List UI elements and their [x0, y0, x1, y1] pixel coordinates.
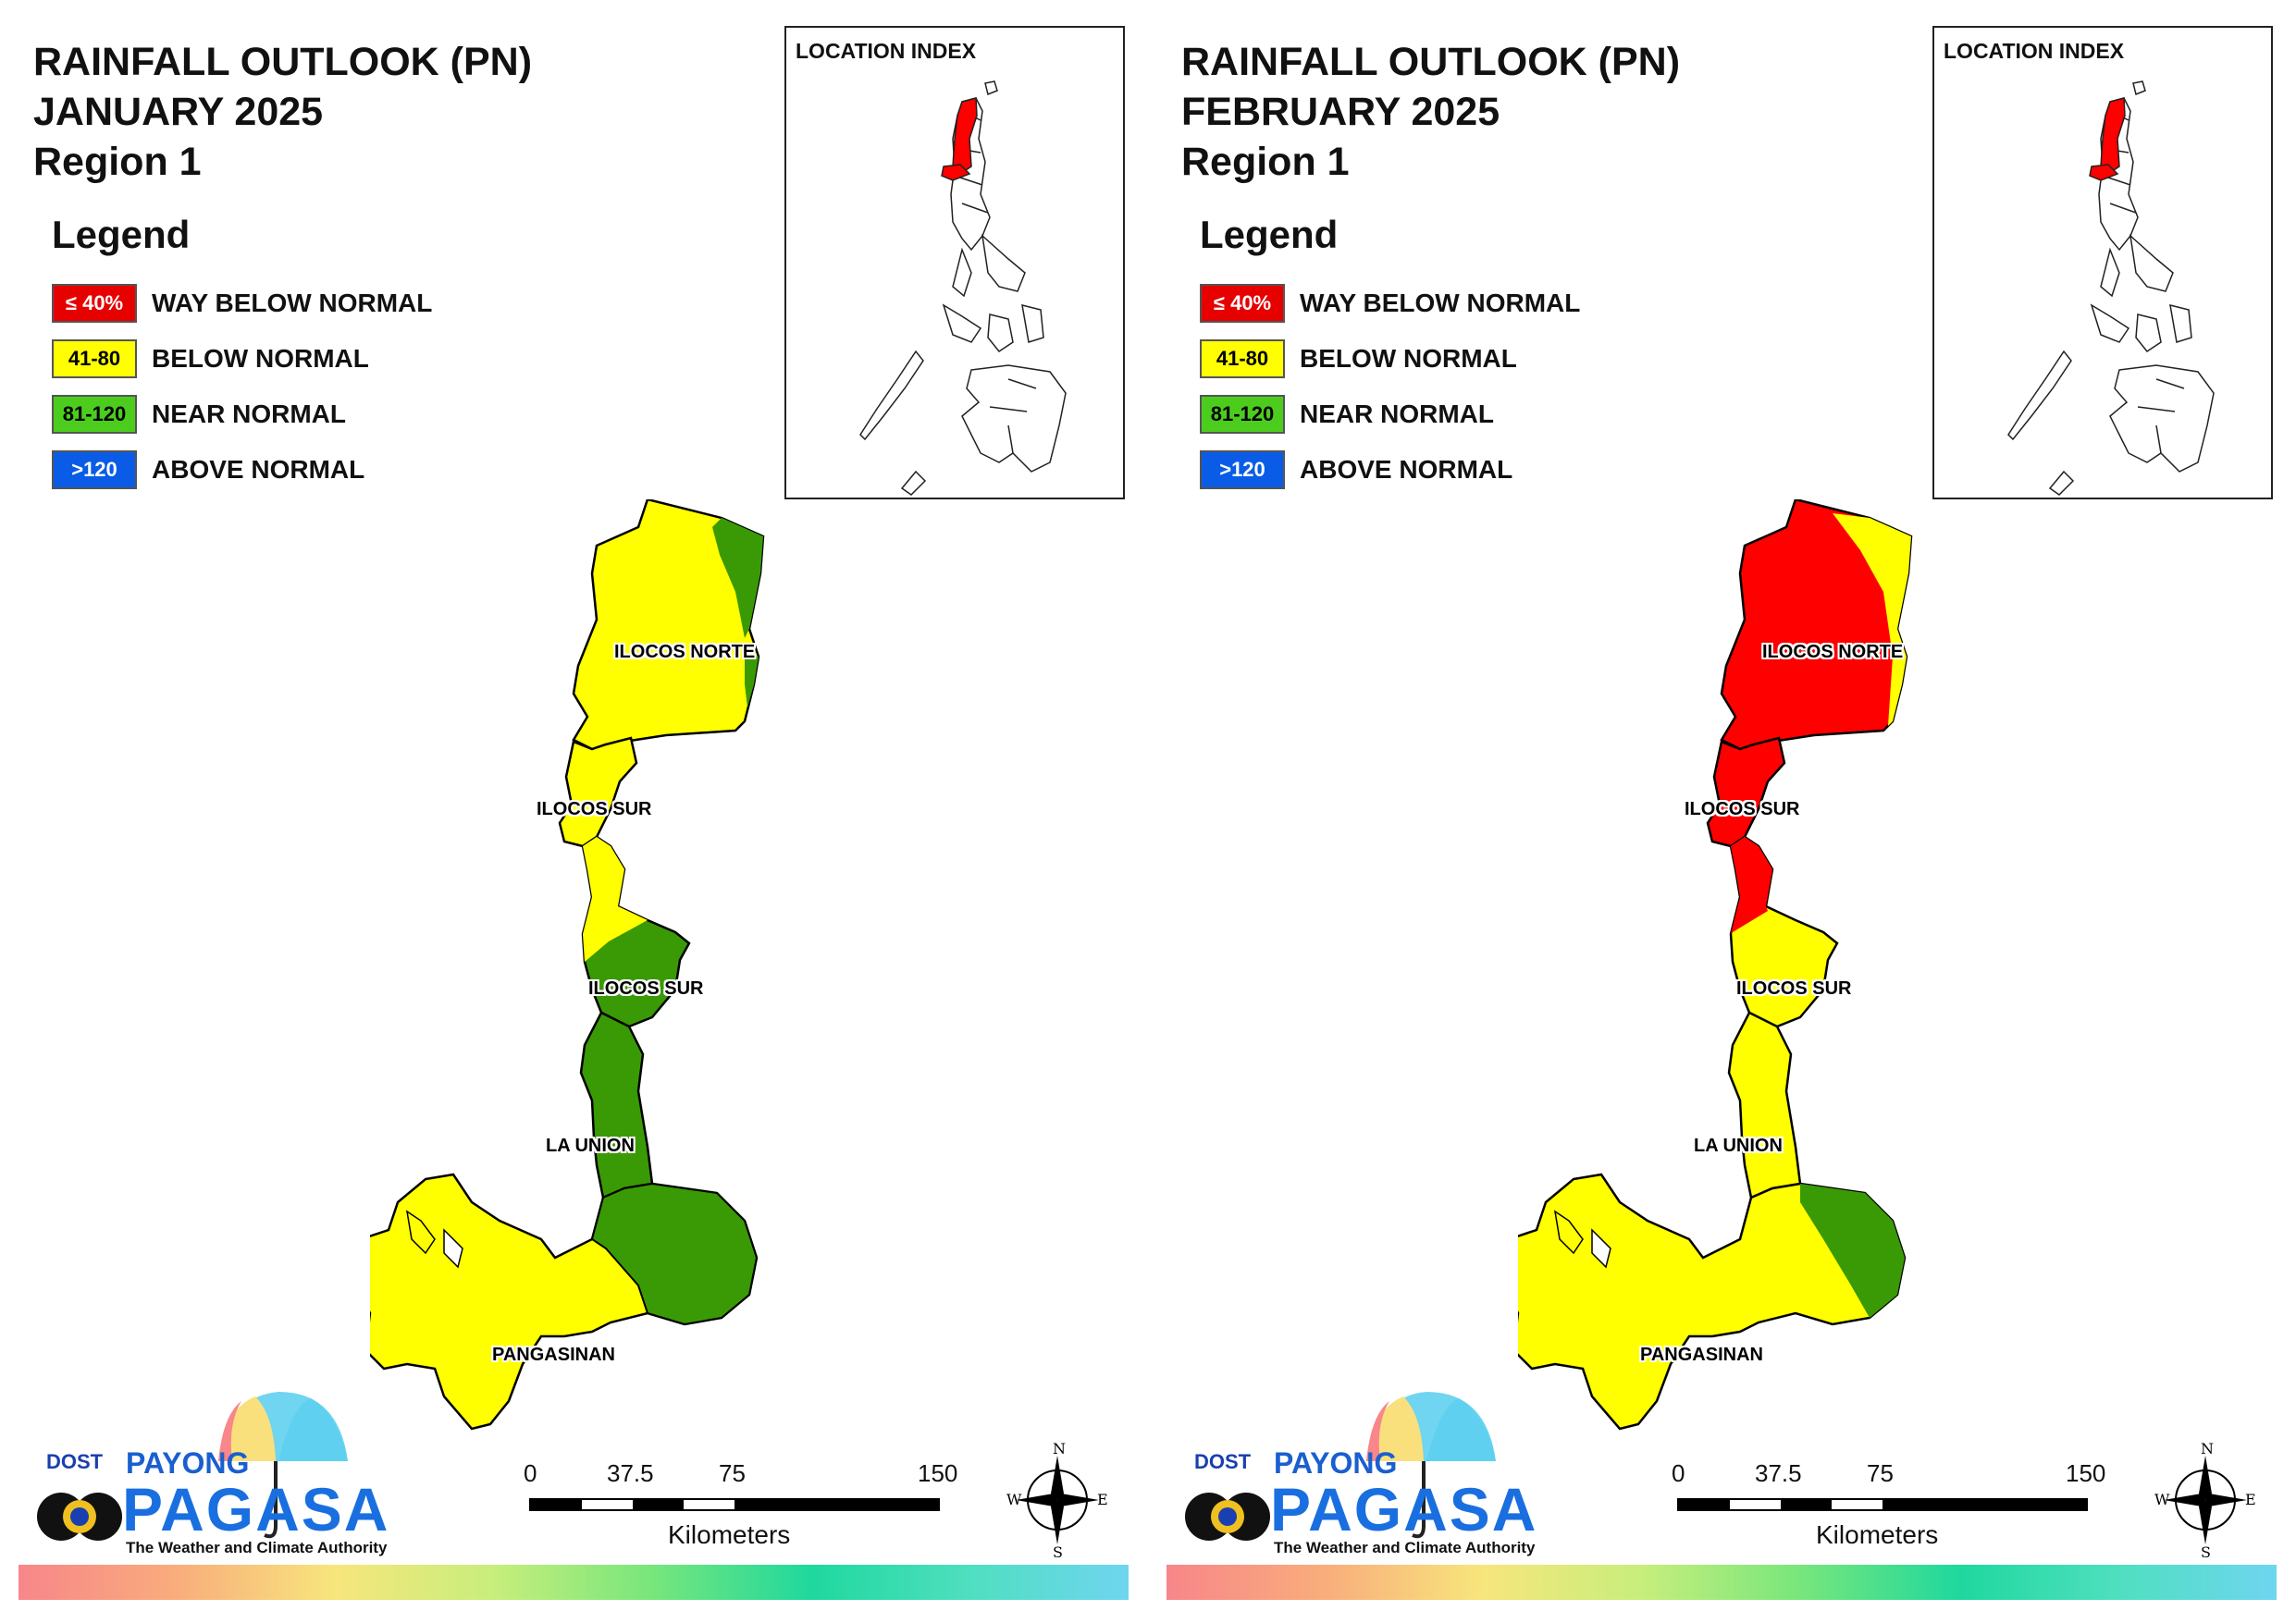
footer-gradient-bar [19, 1565, 1129, 1600]
label-ilocos-sur-south: ILOCOS SUR [1736, 978, 1852, 999]
location-index-box: LOCATION INDEX [1932, 26, 2273, 499]
umbrella-icon [1185, 1392, 1496, 1541]
compass-n: N [1053, 1443, 1066, 1457]
map-title: RAINFALL OUTLOOK (PN) JANUARY 2025 Regio… [33, 37, 532, 187]
footer-gradient-bar [1167, 1565, 2277, 1600]
scale-tick-0: 0 [524, 1459, 537, 1487]
scale-bar: 0 37.5 75 150 Kilometers [1672, 1459, 2106, 1552]
legend-label-below: BELOW NORMAL [1300, 344, 1517, 373]
label-ilocos-sur-north: ILOCOS SUR [1685, 799, 1800, 819]
title-line-1: RAINFALL OUTLOOK (PN) [1181, 40, 1681, 84]
legend-row-near: 81-120 NEAR NORMAL [1200, 387, 1580, 442]
title-line-2: JANUARY 2025 [33, 90, 324, 134]
legend-label-near: NEAR NORMAL [152, 400, 346, 428]
legend-title: Legend [1200, 213, 1339, 256]
logo-payong-text: PAYONG [126, 1446, 250, 1480]
scale-bar: 0 37.5 75 150 Kilometers [524, 1459, 958, 1552]
philippines-index-map [2007, 80, 2215, 496]
legend-swatch-near: 81-120 [52, 395, 137, 434]
philippines-index-map [859, 80, 1067, 496]
region-1-outlook-map [370, 499, 765, 1431]
outlook-panel-february: RAINFALL OUTLOOK (PN) FEBRUARY 2025 Regi… [1148, 0, 2296, 1623]
scale-unit: Kilometers [1816, 1520, 1939, 1549]
title-line-3: Region 1 [33, 140, 202, 184]
payong-pagasa-logo: DOST PAYONG PAGASA The Weather and Clima… [33, 1387, 388, 1563]
scale-tick-1: 37.5 [607, 1459, 654, 1487]
title-line-1: RAINFALL OUTLOOK (PN) [33, 40, 533, 84]
legend-swatch-below: 41-80 [52, 339, 137, 378]
scale-tick-0: 0 [1672, 1459, 1685, 1487]
legend-swatch-below: 41-80 [1200, 339, 1285, 378]
compass-n: N [2201, 1443, 2214, 1457]
label-ilocos-norte: ILOCOS NORTE [614, 642, 756, 662]
legend-row-below: 41-80 BELOW NORMAL [52, 331, 432, 387]
legend-row-above: >120 ABOVE NORMAL [1200, 442, 1580, 498]
label-la-union: LA UNION [546, 1136, 635, 1156]
legend-row-near: 81-120 NEAR NORMAL [52, 387, 432, 442]
legend-label-above: ABOVE NORMAL [1300, 455, 1513, 484]
location-index-title: LOCATION INDEX [796, 39, 977, 63]
region-1-outlook-map [1518, 499, 1913, 1431]
legend: Legend ≤ 40% WAY BELOW NORMAL 41-80 BELO… [1200, 213, 1580, 498]
compass-s: S [2201, 1543, 2211, 1558]
legend-row-way-below: ≤ 40% WAY BELOW NORMAL [1200, 276, 1580, 331]
location-index-title: LOCATION INDEX [1944, 39, 2125, 63]
legend-swatch-above: >120 [52, 450, 137, 489]
legend-row-way-below: ≤ 40% WAY BELOW NORMAL [52, 276, 432, 331]
north-arrow-icon: N S W E [1006, 1443, 1108, 1558]
legend-swatch-way-below: ≤ 40% [1200, 284, 1285, 323]
compass-w: W [1006, 1491, 1022, 1508]
legend-label-below: BELOW NORMAL [152, 344, 369, 373]
outlook-panel-january: RAINFALL OUTLOOK (PN) JANUARY 2025 Regio… [19, 26, 1129, 1600]
legend-title: Legend [52, 213, 191, 256]
scale-tick-3: 150 [2066, 1459, 2106, 1487]
legend-row-above: >120 ABOVE NORMAL [52, 442, 432, 498]
label-ilocos-sur-south: ILOCOS SUR [588, 978, 704, 999]
location-index-box: LOCATION INDEX [784, 26, 1125, 499]
scale-tick-2: 75 [719, 1459, 746, 1487]
legend: Legend ≤ 40% WAY BELOW NORMAL 41-80 BELO… [52, 213, 432, 498]
legend-label-near: NEAR NORMAL [1300, 400, 1494, 428]
logo-pagasa-text: PAGASA [122, 1475, 390, 1543]
scale-unit: Kilometers [668, 1520, 791, 1549]
legend-label-above: ABOVE NORMAL [152, 455, 365, 484]
logo-tagline: The Weather and Climate Authority [1274, 1539, 1536, 1556]
legend-swatch-way-below: ≤ 40% [52, 284, 137, 323]
label-ilocos-sur-north: ILOCOS SUR [537, 799, 652, 819]
legend-row-below: 41-80 BELOW NORMAL [1200, 331, 1580, 387]
logo-payong-text: PAYONG [1274, 1446, 1398, 1480]
compass-e: E [1097, 1491, 1108, 1508]
title-line-2: FEBRUARY 2025 [1181, 90, 1500, 134]
label-pangasinan: PANGASINAN [1640, 1345, 1763, 1365]
compass-e: E [2245, 1491, 2256, 1508]
umbrella-icon [37, 1392, 348, 1541]
scale-tick-2: 75 [1867, 1459, 1894, 1487]
map-title: RAINFALL OUTLOOK (PN) FEBRUARY 2025 Regi… [1181, 37, 1680, 187]
north-arrow-icon: N S W E [2154, 1443, 2256, 1558]
label-la-union: LA UNION [1694, 1136, 1783, 1156]
label-ilocos-norte: ILOCOS NORTE [1762, 642, 1904, 662]
scale-bar-graphic [529, 1498, 940, 1511]
legend-label-way-below: WAY BELOW NORMAL [152, 289, 433, 317]
title-line-3: Region 1 [1181, 140, 1350, 184]
legend-label-way-below: WAY BELOW NORMAL [1300, 289, 1581, 317]
scale-tick-1: 37.5 [1755, 1459, 1802, 1487]
compass-s: S [1053, 1543, 1063, 1558]
payong-pagasa-logo: DOST PAYONG PAGASA The Weather and Clima… [1181, 1387, 1536, 1563]
logo-dost-text: DOST [1194, 1450, 1252, 1473]
logo-tagline: The Weather and Climate Authority [126, 1539, 388, 1556]
compass-w: W [2154, 1491, 2170, 1508]
logo-dost-text: DOST [46, 1450, 104, 1473]
logo-pagasa-text: PAGASA [1270, 1475, 1538, 1543]
scale-bar-graphic [1677, 1498, 2088, 1511]
legend-swatch-above: >120 [1200, 450, 1285, 489]
label-pangasinan: PANGASINAN [492, 1345, 615, 1365]
scale-tick-3: 150 [918, 1459, 958, 1487]
legend-swatch-near: 81-120 [1200, 395, 1285, 434]
